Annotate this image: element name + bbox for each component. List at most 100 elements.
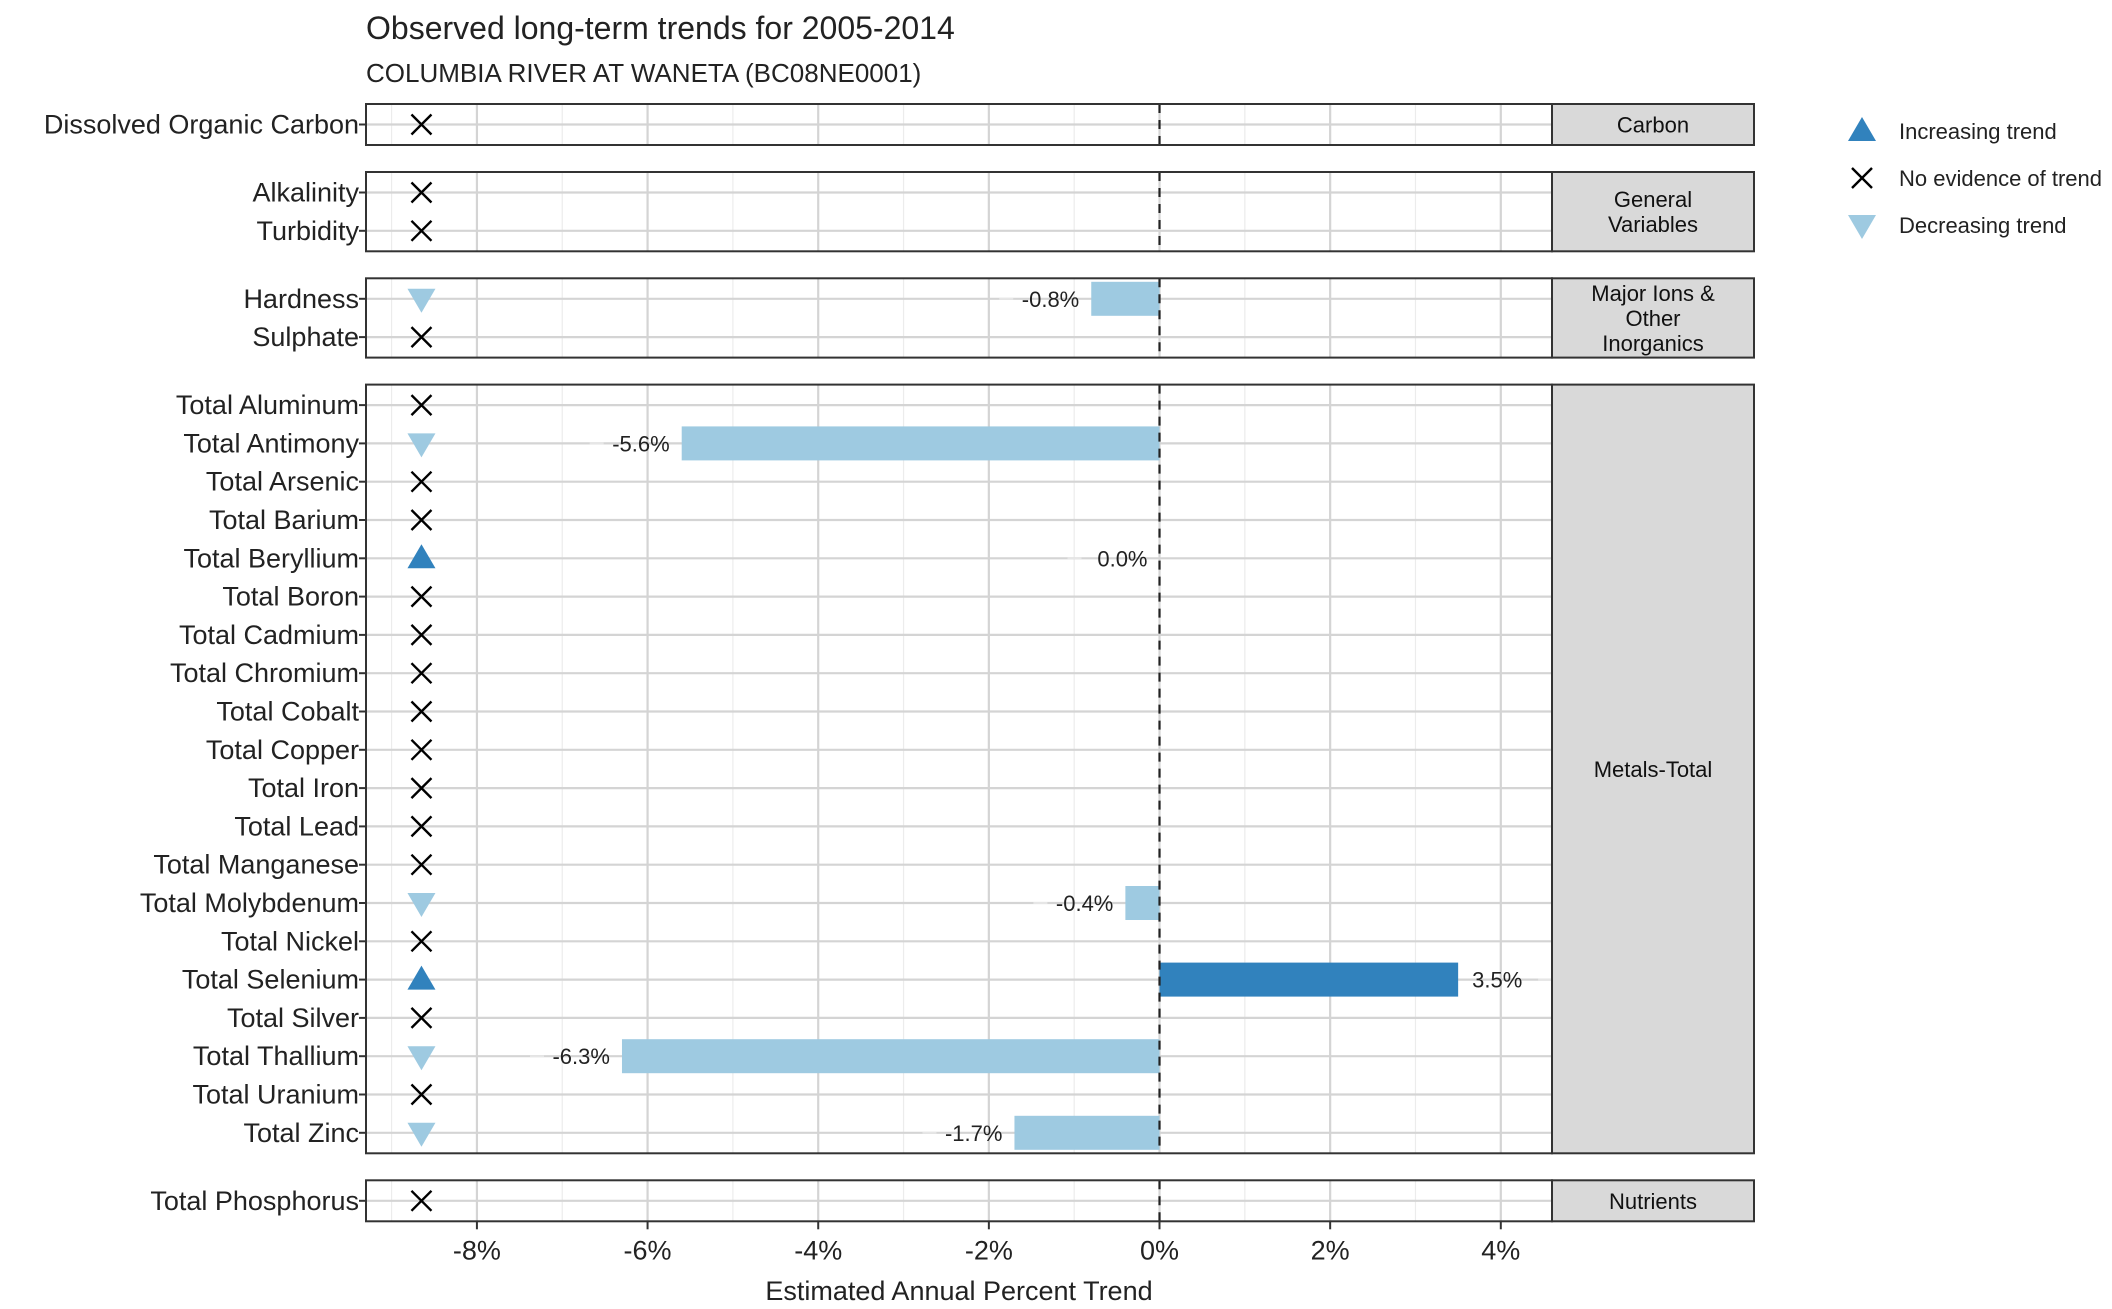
row-total-manganese: Total Manganese — [153, 850, 1552, 880]
y-tick-label-alkalinity: Alkalinity — [252, 178, 359, 208]
y-tick-label-total-beryllium: Total Beryllium — [183, 543, 359, 573]
row-total-nickel: Total Nickel — [221, 926, 1552, 956]
strip-major-ions-and-other-inorganics — [1551, 277, 1755, 359]
strip-label-carbon: Carbon — [1617, 113, 1689, 138]
bar-total-selenium — [1159, 962, 1459, 997]
row-total-thallium: Total Thallium -6.3% — [193, 1039, 1552, 1074]
row-total-molybdenum: Total Molybdenum -0.4% — [140, 886, 1552, 920]
x-tick-label: 0% — [1140, 1235, 1179, 1265]
strip-label-line: Nutrients — [1609, 1189, 1697, 1214]
strip-metals-total — [1551, 383, 1755, 1155]
row-total-uranium: Total Uranium — [192, 1080, 1552, 1110]
x-tick-label: 2% — [1311, 1235, 1350, 1265]
total-cobalt-no-trend-marker — [410, 700, 433, 723]
panel-major-ions-and-other-inorganics: Hardness -0.8% Sulphate Major Ions & Other In… — [243, 277, 1755, 359]
y-tick-label-total-silver: Total Silver — [227, 1003, 359, 1033]
strip-label-line: Variables — [1608, 212, 1698, 237]
bar-total-antimony — [681, 426, 1160, 461]
y-tick-label-total-copper: Total Copper — [206, 735, 359, 765]
total-molybdenum-decreasing-marker — [407, 893, 436, 917]
legend-label-none: No evidence of trend — [1899, 166, 2102, 191]
x-tick-label: -6% — [624, 1235, 672, 1265]
y-tick-label-total-thallium: Total Thallium — [193, 1041, 359, 1071]
panels: Dissolved Organic Carbon Carbon Alkalinity… — [44, 103, 1755, 1223]
row-total-copper: Total Copper — [206, 735, 1552, 765]
panel-nutrients: Total Phosphorus Nutrients — [150, 1179, 1755, 1223]
total-copper-no-trend-marker — [410, 738, 433, 761]
y-tick-label-sulphate: Sulphate — [252, 322, 359, 352]
total-manganese-no-trend-marker — [410, 853, 433, 876]
row-total-antimony: Total Antimony -5.6% — [183, 426, 1552, 461]
legend-decreasing-decreasing-marker — [1848, 215, 1876, 239]
total-nickel-no-trend-marker — [410, 930, 433, 953]
x-tick-label: -4% — [794, 1235, 842, 1265]
y-tick-label-total-zinc: Total Zinc — [243, 1118, 359, 1148]
row-total-selenium: Total Selenium 3.5% — [182, 962, 1553, 997]
row-total-aluminum: Total Aluminum — [176, 390, 1552, 420]
panel-carbon: Dissolved Organic Carbon Carbon — [44, 103, 1755, 146]
legend-entry-none: No evidence of trend — [1851, 166, 2102, 191]
row-total-chromium: Total Chromium — [170, 658, 1552, 688]
value-label-total-antimony: -5.6% — [612, 431, 669, 456]
total-thallium-decreasing-marker — [407, 1046, 436, 1071]
y-tick-label-total-uranium: Total Uranium — [192, 1080, 359, 1110]
legend: Increasing trend No evidence of trend Decr… — [1848, 117, 2102, 239]
total-aluminum-no-trend-marker — [410, 394, 433, 416]
bar-total-molybdenum — [1125, 886, 1160, 920]
hardness-decreasing-marker — [407, 288, 436, 313]
value-label-hardness: -0.8% — [1022, 287, 1079, 312]
legend-label-increasing: Increasing trend — [1899, 119, 2057, 144]
legend-label-decreasing: Decreasing trend — [1899, 213, 2067, 238]
row-alkalinity: Alkalinity — [252, 178, 1552, 208]
y-tick-label-total-manganese: Total Manganese — [153, 850, 359, 880]
strip-label-major-ions-and-other-inorganics: Major Ions & Other Inorganics — [1591, 281, 1715, 356]
strip-carbon — [1551, 103, 1755, 146]
row-dissolved-organic-carbon: Dissolved Organic Carbon — [44, 110, 1552, 140]
y-tick-label-total-chromium: Total Chromium — [170, 658, 359, 688]
y-tick-label-total-antimony: Total Antimony — [183, 428, 359, 458]
strip-label-metals-total: Metals-Total — [1594, 757, 1713, 782]
strip-label-line: Carbon — [1617, 113, 1689, 138]
row-hardness: Hardness -0.8% — [243, 281, 1552, 316]
x-axis-title: Estimated Annual Percent Trend — [765, 1276, 1152, 1306]
x-tick-label: -2% — [965, 1235, 1013, 1265]
alkalinity-no-trend-marker — [410, 181, 433, 204]
y-tick-label-dissolved-organic-carbon: Dissolved Organic Carbon — [44, 110, 359, 140]
value-label-total-selenium: 3.5% — [1472, 968, 1522, 993]
value-label-total-zinc: -1.7% — [945, 1121, 1002, 1146]
bar-total-thallium — [621, 1039, 1160, 1074]
total-boron-no-trend-marker — [410, 585, 433, 608]
y-tick-label-total-arsenic: Total Arsenic — [206, 467, 359, 497]
row-turbidity: Turbidity — [256, 216, 1552, 246]
chart-title: Observed long-term trends for 2005-2014 — [366, 10, 955, 46]
y-tick-label-total-phosphorus: Total Phosphorus — [150, 1186, 359, 1216]
total-silver-no-trend-marker — [410, 1007, 433, 1029]
strip-label-line: Major Ions & — [1591, 281, 1715, 306]
strip-label-line: Other — [1625, 306, 1680, 331]
total-arsenic-no-trend-marker — [410, 470, 433, 493]
panel-border — [365, 171, 1553, 253]
row-total-zinc: Total Zinc -1.7% — [243, 1115, 1552, 1150]
total-antimony-decreasing-marker — [407, 433, 436, 458]
row-total-cadmium: Total Cadmium — [179, 620, 1552, 650]
strip-label-general-variables: General Variables — [1608, 187, 1698, 237]
strip-label-line: Metals-Total — [1594, 757, 1713, 782]
x-axis: -8% -6% -4% -2% 0% 2% 4% — [453, 1221, 1520, 1265]
strip-general-variables — [1551, 171, 1755, 253]
total-phosphorus-no-trend-marker — [410, 1189, 433, 1212]
sulphate-no-trend-marker — [410, 326, 433, 348]
row-total-barium: Total Barium — [209, 505, 1552, 535]
row-total-lead: Total Lead — [234, 811, 1552, 841]
row-total-phosphorus: Total Phosphorus — [150, 1186, 1552, 1216]
strip-label-line: General — [1614, 187, 1692, 212]
value-label-total-thallium: -6.3% — [552, 1044, 609, 1069]
y-tick-label-total-selenium: Total Selenium — [182, 965, 359, 995]
bar-total-zinc — [1014, 1115, 1160, 1150]
total-barium-no-trend-marker — [410, 509, 433, 531]
strip-label-nutrients: Nutrients — [1609, 1189, 1697, 1214]
y-tick-label-total-iron: Total Iron — [248, 773, 359, 803]
legend-increasing-increasing-marker — [1848, 117, 1876, 141]
row-total-beryllium: Total Beryllium 0.0% — [183, 543, 1552, 573]
